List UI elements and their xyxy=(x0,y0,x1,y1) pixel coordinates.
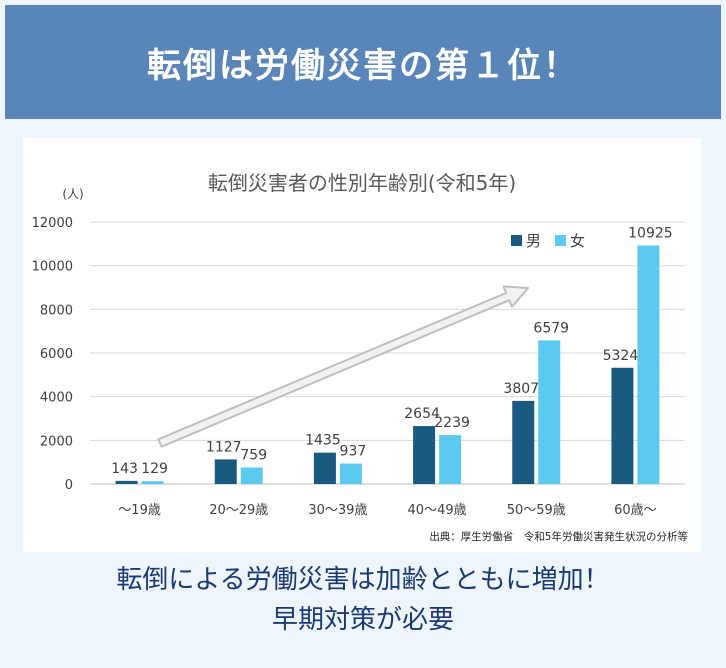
footer-line-2: 早期対策が必要 xyxy=(271,605,454,635)
title-banner: 転倒は労働災害の第１位！ xyxy=(5,5,721,119)
x-tick-label: 30～39歳 xyxy=(308,503,367,518)
legend-label-male: 男 xyxy=(526,232,541,250)
x-tick-label: ～19歳 xyxy=(118,503,161,518)
legend-swatch-male xyxy=(511,235,522,246)
bar-female xyxy=(637,245,660,484)
data-label-male: 3807 xyxy=(503,381,539,397)
data-label-female: 2239 xyxy=(434,415,470,431)
chart-title: 転倒災害者の性別年齢別(令和5年) xyxy=(208,171,516,195)
y-tick-label: 10000 xyxy=(32,260,73,275)
y-tick-label: 0 xyxy=(65,478,73,493)
footer-line-1: 転倒による労働災害は加齢とともに増加！ xyxy=(116,565,610,595)
bar-male xyxy=(313,452,336,484)
banner-title: 転倒は労働災害の第１位！ xyxy=(147,45,579,86)
chart-card: 転倒災害者の性別年齢別(令和5年) (人) 0 2000 4000 6000 8000 100… xyxy=(23,138,701,552)
x-tick-label: 60歳～ xyxy=(614,503,657,518)
data-label-female: 937 xyxy=(340,444,367,460)
data-label-female: 759 xyxy=(240,447,267,463)
y-tick-label: 6000 xyxy=(40,347,73,362)
data-label-female: 6579 xyxy=(533,320,569,336)
y-tick-label: 8000 xyxy=(40,303,73,318)
data-label-male: 1435 xyxy=(305,433,341,449)
source-note: 出典：厚生労働省 令和5年労働災害発生状況の分析等 xyxy=(429,530,688,543)
legend-swatch-female xyxy=(555,235,566,246)
footer-message: 転倒による労働災害は加齢とともに増加！ 早期対策が必要 xyxy=(0,560,726,640)
bar-male xyxy=(413,426,436,484)
y-tick-label: 4000 xyxy=(40,391,73,406)
bar-male xyxy=(512,400,535,484)
y-tick-label: 2000 xyxy=(40,434,73,449)
data-label-male: 2654 xyxy=(404,406,440,422)
bar-female xyxy=(339,463,362,484)
trend-arrow-icon xyxy=(157,285,529,448)
data-label-female: 129 xyxy=(141,461,168,477)
bar-female xyxy=(439,435,462,484)
data-label-male: 5324 xyxy=(603,348,639,364)
bar-chart: 転倒災害者の性別年齢別(令和5年) (人) 0 2000 4000 6000 8000 100… xyxy=(32,171,689,543)
y-unit-label: (人) xyxy=(62,187,83,201)
bar-female xyxy=(141,481,164,484)
bar-female xyxy=(538,340,561,484)
data-label-male: 1127 xyxy=(206,439,242,455)
data-label-female: 10925 xyxy=(628,225,673,241)
bar-female xyxy=(240,467,263,484)
x-tick-label: 20～29歳 xyxy=(209,503,268,518)
bar-male xyxy=(611,367,634,484)
legend-label-female: 女 xyxy=(570,232,585,250)
data-label-male: 143 xyxy=(111,461,138,477)
bar-male xyxy=(115,480,138,484)
x-tick-label: 40～49歳 xyxy=(408,503,467,518)
y-tick-label: 12000 xyxy=(32,216,73,231)
bar-male xyxy=(214,459,237,484)
x-tick-label: 50～59歳 xyxy=(507,503,566,518)
